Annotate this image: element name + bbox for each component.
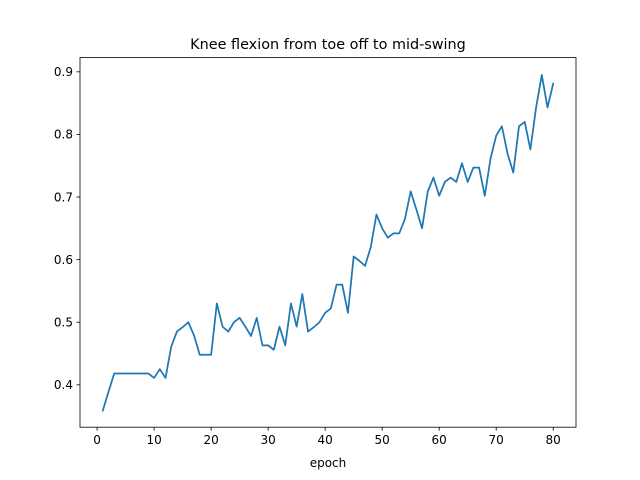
y-tick-label: 0.9 [54,65,73,79]
x-tick-label: 10 [146,433,161,447]
x-tick-label: 20 [203,433,218,447]
x-axis-ticks: 0 10 20 30 40 50 60 70 80 [93,427,561,447]
x-axis-label: epoch [310,456,347,470]
x-tick-label: 80 [546,433,561,447]
y-tick-label: 0.4 [54,378,73,392]
x-tick-label: 50 [375,433,390,447]
x-tick-label: 30 [260,433,275,447]
y-tick-label: 0.8 [54,128,73,142]
x-tick-label: 70 [489,433,504,447]
y-tick-label: 0.7 [54,190,73,204]
y-tick-label: 0.5 [54,316,73,330]
y-tick-label: 0.6 [54,253,73,267]
y-axis-ticks: 0.4 0.5 0.6 0.7 0.8 0.9 [54,65,80,392]
chart-title: Knee flexion from toe off to mid-swing [190,37,466,53]
series-line [101,74,555,412]
x-tick-label: 60 [432,433,447,447]
x-tick-label: 40 [318,433,333,447]
plot-frame [79,57,577,428]
x-tick-label: 0 [93,433,101,447]
